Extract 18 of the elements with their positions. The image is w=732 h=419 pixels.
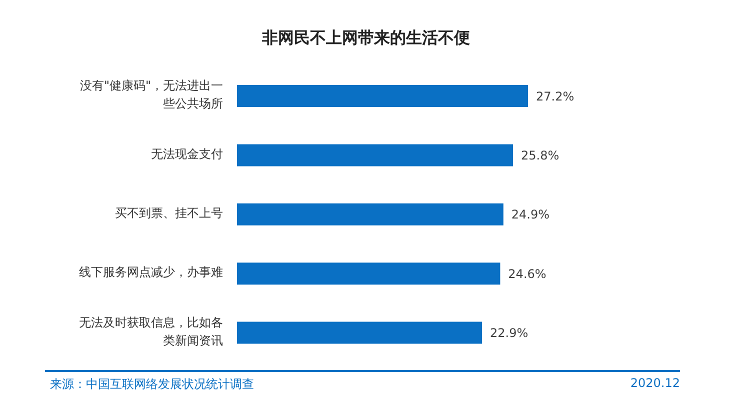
bar: [237, 203, 504, 226]
y-tick-label: 线下服务网点减少，办事难: [79, 265, 223, 280]
text: 2020.12: [630, 376, 680, 390]
bar: [237, 262, 500, 285]
bar: [237, 85, 528, 107]
data-label: 25.8%: [521, 148, 560, 162]
data-label: 24.9%: [511, 208, 550, 222]
data-label: 24.6%: [508, 266, 546, 281]
y-tick-label: 无法及时获取信息，比如各类新闻资讯: [79, 316, 223, 348]
data-label: 27.2%: [536, 89, 574, 104]
bar: [237, 144, 514, 166]
source-note: 来源：中国互联网络发展状况统计调查: [50, 376, 254, 393]
bar: [237, 322, 482, 344]
chart-title: 非网民不上网带来的生活不便: [261, 28, 471, 49]
y-tick-label: 买不到票、挂不上号: [115, 206, 223, 220]
data-label: 22.9%: [490, 326, 528, 340]
y-tick-label: 无法现金支付: [151, 147, 223, 162]
y-tick-label: 没有"健康码"，无法进出一些公共场所: [80, 78, 223, 111]
